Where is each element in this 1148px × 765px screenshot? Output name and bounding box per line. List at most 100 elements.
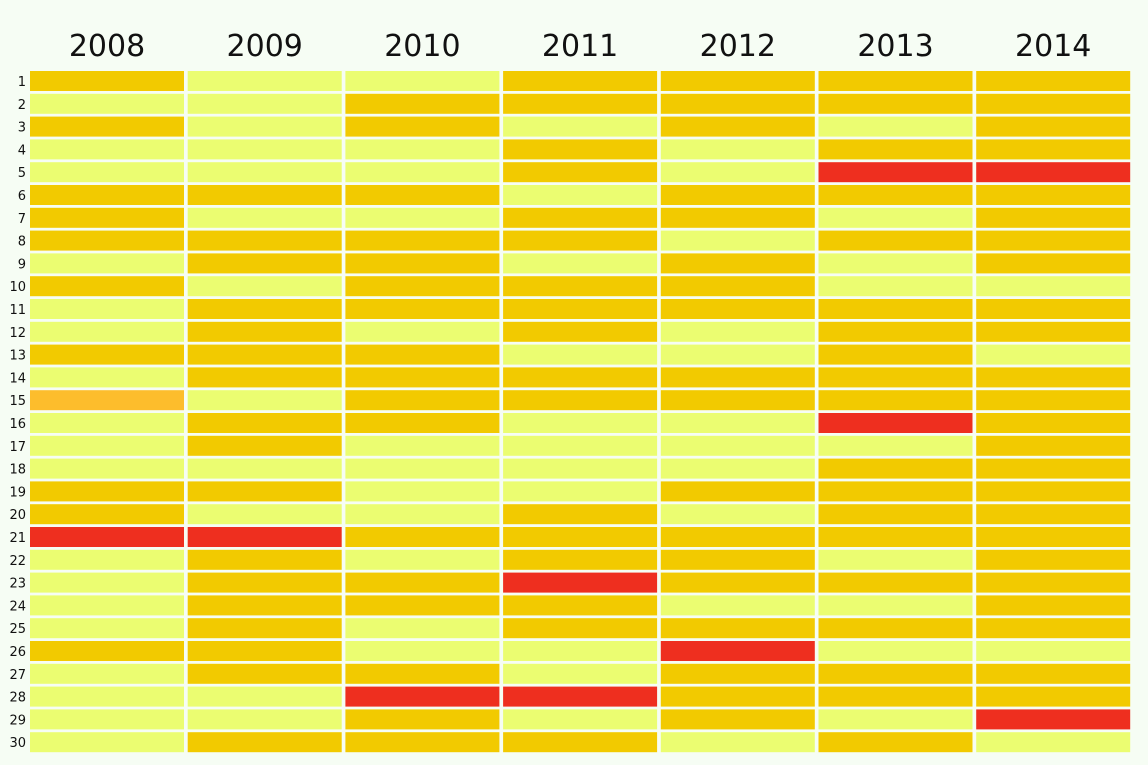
cell-2011-day-17	[503, 435, 658, 456]
cell-2008-day-24	[30, 595, 184, 616]
cell-2014-day-14	[976, 367, 1131, 388]
day-label-19: 19	[9, 485, 26, 500]
cell-2013-day-29	[818, 709, 973, 730]
cell-2010-day-15	[345, 390, 500, 411]
cell-2013-day-19	[818, 481, 973, 502]
cell-2013-day-27	[818, 663, 973, 684]
cell-2009-day-22	[187, 549, 342, 570]
cell-2008-day-2	[30, 93, 184, 114]
day-label-10: 10	[9, 280, 26, 295]
day-label-26: 26	[9, 645, 26, 660]
cell-2012-day-27	[660, 663, 815, 684]
cell-2008-day-25	[30, 618, 184, 639]
cell-2014-day-22	[976, 549, 1131, 570]
cell-2011-day-27	[503, 663, 658, 684]
cell-2013-day-28	[818, 686, 973, 707]
day-label-3: 3	[18, 121, 26, 136]
cell-2010-day-26	[345, 641, 500, 661]
cell-2014-day-16	[976, 413, 1131, 433]
cell-2014-day-30	[976, 732, 1131, 753]
cell-2010-day-29	[345, 709, 500, 730]
cell-2012-day-24	[660, 595, 815, 616]
day-label-23: 23	[9, 577, 26, 592]
cell-2011-day-6	[503, 185, 658, 205]
cell-2009-day-17	[187, 435, 342, 456]
cell-2010-day-19	[345, 481, 500, 502]
cell-2011-day-4	[503, 139, 658, 160]
cell-2013-day-7	[818, 207, 973, 228]
cell-2014-day-15	[976, 390, 1131, 411]
cell-2014-day-24	[976, 595, 1131, 616]
cell-2011-day-12	[503, 321, 658, 342]
cell-2012-day-15	[660, 390, 815, 411]
cell-2014-day-12	[976, 321, 1131, 342]
cell-2014-day-19	[976, 481, 1131, 502]
cell-2008-day-11	[30, 299, 184, 319]
cell-2013-day-18	[818, 458, 973, 479]
cell-2014-day-8	[976, 230, 1131, 251]
cell-2009-day-12	[187, 321, 342, 342]
cell-2009-day-2	[187, 93, 342, 114]
cell-2011-day-26	[503, 641, 658, 661]
cell-2013-day-10	[818, 276, 973, 297]
cell-2009-day-25	[187, 618, 342, 639]
day-label-16: 16	[9, 417, 26, 432]
cell-2010-day-4	[345, 139, 500, 160]
day-label-2: 2	[18, 98, 26, 113]
cell-2008-day-18	[30, 458, 184, 479]
cell-2014-day-5	[976, 162, 1131, 183]
day-label-29: 29	[9, 713, 26, 728]
cell-2009-day-19	[187, 481, 342, 502]
cell-2009-day-20	[187, 504, 342, 525]
cell-2010-day-27	[345, 663, 500, 684]
cell-2013-day-5	[818, 162, 973, 183]
cell-2013-day-17	[818, 435, 973, 456]
cell-2009-day-21	[187, 527, 342, 547]
cell-2014-day-4	[976, 139, 1131, 160]
cell-2008-day-5	[30, 162, 184, 183]
day-labels: 1234567891011121314151617181920212223242…	[9, 75, 26, 751]
cell-2014-day-3	[976, 116, 1131, 137]
cell-2014-day-21	[976, 527, 1131, 547]
year-header-2013: 2013	[857, 29, 933, 64]
day-label-20: 20	[9, 508, 26, 523]
cell-2013-day-23	[818, 572, 973, 593]
cell-2012-day-17	[660, 435, 815, 456]
cell-2014-day-9	[976, 253, 1131, 274]
cell-2013-day-14	[818, 367, 973, 388]
cell-2013-day-20	[818, 504, 973, 525]
cell-2009-day-10	[187, 276, 342, 297]
cell-2014-day-17	[976, 435, 1131, 456]
cell-2013-day-16	[818, 413, 973, 433]
cell-2012-day-14	[660, 367, 815, 388]
cell-2013-day-12	[818, 321, 973, 342]
cell-2011-day-3	[503, 116, 658, 137]
cell-2013-day-21	[818, 527, 973, 547]
cell-2010-day-25	[345, 618, 500, 639]
cell-2009-day-5	[187, 162, 342, 183]
cell-2012-day-26	[660, 641, 815, 661]
cell-2013-day-26	[818, 641, 973, 661]
cell-2010-day-3	[345, 116, 500, 137]
cell-2010-day-22	[345, 549, 500, 570]
cell-2010-day-24	[345, 595, 500, 616]
cell-2008-day-10	[30, 276, 184, 297]
cell-2014-day-1	[976, 71, 1131, 91]
cell-2014-day-11	[976, 299, 1131, 319]
cell-2010-day-9	[345, 253, 500, 274]
cell-2009-day-1	[187, 71, 342, 91]
year-header-2009: 2009	[227, 29, 303, 64]
cell-2009-day-29	[187, 709, 342, 730]
day-label-7: 7	[18, 212, 26, 227]
cell-2013-day-24	[818, 595, 973, 616]
cell-2010-day-8	[345, 230, 500, 251]
year-header-2008: 2008	[69, 29, 145, 64]
cell-2010-day-12	[345, 321, 500, 342]
cell-2010-day-6	[345, 185, 500, 205]
cell-2014-day-10	[976, 276, 1131, 297]
day-label-8: 8	[18, 235, 26, 250]
cell-2011-day-19	[503, 481, 658, 502]
cell-2008-day-30	[30, 732, 184, 753]
cell-2011-day-25	[503, 618, 658, 639]
